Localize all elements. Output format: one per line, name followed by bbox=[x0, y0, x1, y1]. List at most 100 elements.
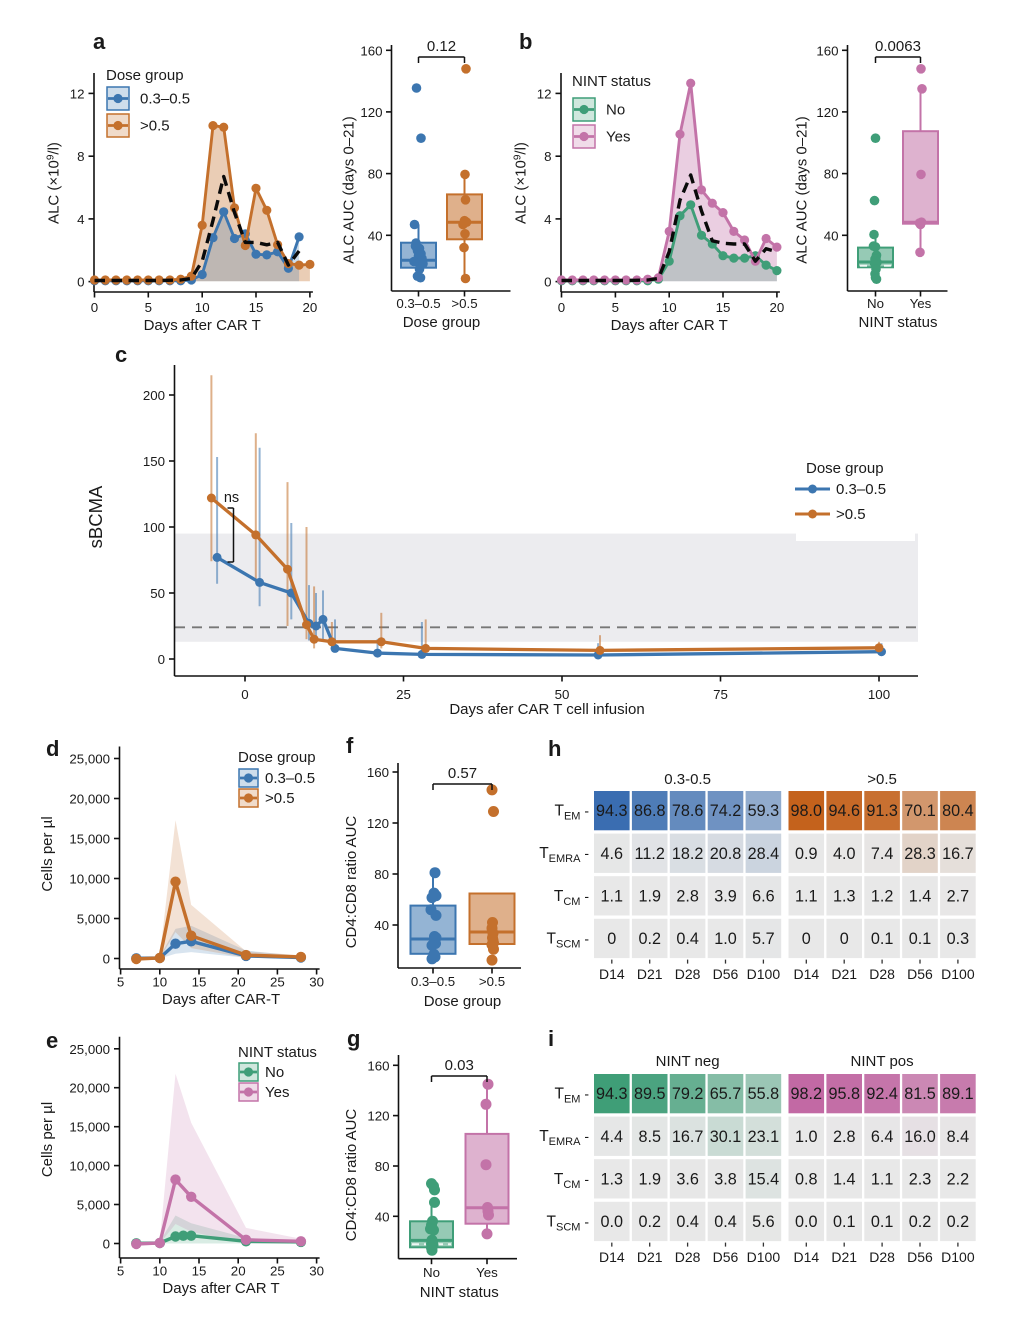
svg-text:NINT neg: NINT neg bbox=[656, 1053, 720, 1070]
svg-text:0.57: 0.57 bbox=[448, 765, 477, 782]
svg-text:2.8: 2.8 bbox=[833, 1128, 856, 1146]
svg-text:10: 10 bbox=[195, 300, 210, 315]
svg-text:0.0063: 0.0063 bbox=[875, 38, 921, 55]
svg-text:Days after CAR T: Days after CAR T bbox=[162, 1280, 279, 1297]
svg-text:15: 15 bbox=[192, 1264, 207, 1279]
svg-text:0.2: 0.2 bbox=[638, 930, 661, 948]
svg-text:0.1: 0.1 bbox=[909, 930, 932, 948]
svg-text:D100: D100 bbox=[747, 1249, 781, 1265]
svg-text:b: b bbox=[519, 29, 532, 54]
svg-text:Yes: Yes bbox=[910, 296, 932, 311]
svg-text:0.3–0.5: 0.3–0.5 bbox=[140, 91, 190, 108]
svg-text:23.1: 23.1 bbox=[748, 1128, 780, 1146]
svg-text:D14: D14 bbox=[599, 966, 625, 982]
svg-text:10: 10 bbox=[152, 975, 167, 990]
svg-text:0.9: 0.9 bbox=[795, 845, 818, 863]
svg-text:80: 80 bbox=[375, 1159, 390, 1174]
svg-text:5: 5 bbox=[117, 975, 124, 990]
svg-text:16.0: 16.0 bbox=[904, 1128, 936, 1146]
svg-text:c: c bbox=[115, 342, 127, 367]
svg-text:2.3: 2.3 bbox=[909, 1170, 932, 1188]
svg-text:5.7: 5.7 bbox=[752, 930, 775, 948]
svg-text:6.6: 6.6 bbox=[752, 887, 775, 905]
svg-text:30: 30 bbox=[309, 975, 324, 990]
svg-text:18.2: 18.2 bbox=[672, 845, 704, 863]
svg-text:0: 0 bbox=[77, 275, 84, 290]
svg-text:D28: D28 bbox=[869, 1249, 895, 1265]
svg-text:0.3: 0.3 bbox=[947, 930, 970, 948]
svg-text:1.4: 1.4 bbox=[833, 1170, 856, 1188]
svg-text:ns: ns bbox=[224, 490, 239, 506]
svg-text:0.8: 0.8 bbox=[795, 1170, 818, 1188]
svg-text:D100: D100 bbox=[747, 966, 781, 982]
svg-text:0.4: 0.4 bbox=[676, 930, 699, 948]
svg-text:30.1: 30.1 bbox=[710, 1128, 742, 1146]
svg-text:D14: D14 bbox=[599, 1249, 625, 1265]
svg-text:0.2: 0.2 bbox=[909, 1213, 932, 1231]
svg-text:0: 0 bbox=[558, 300, 565, 315]
svg-text:8: 8 bbox=[77, 149, 84, 164]
svg-text:D21: D21 bbox=[637, 1249, 663, 1265]
svg-text:TCM -: TCM - bbox=[554, 888, 589, 908]
svg-text:92.4: 92.4 bbox=[866, 1085, 898, 1103]
svg-text:4.0: 4.0 bbox=[833, 845, 856, 863]
svg-text:4: 4 bbox=[77, 212, 84, 227]
svg-text:12: 12 bbox=[70, 86, 85, 101]
svg-text:1.0: 1.0 bbox=[714, 930, 737, 948]
svg-text:94.3: 94.3 bbox=[596, 1085, 628, 1103]
svg-text:15: 15 bbox=[716, 300, 731, 315]
svg-text:>0.5: >0.5 bbox=[265, 790, 295, 807]
svg-text:0.3–0.5: 0.3–0.5 bbox=[396, 296, 440, 311]
svg-text:0: 0 bbox=[544, 275, 551, 290]
svg-text:20: 20 bbox=[231, 975, 246, 990]
svg-text:120: 120 bbox=[367, 816, 389, 831]
svg-text:30: 30 bbox=[309, 1264, 324, 1279]
svg-text:No: No bbox=[606, 102, 625, 119]
svg-text:91.3: 91.3 bbox=[866, 802, 898, 820]
svg-text:200: 200 bbox=[143, 388, 165, 403]
svg-text:f: f bbox=[346, 733, 354, 758]
svg-text:0: 0 bbox=[103, 952, 110, 967]
svg-text:TEM -: TEM - bbox=[554, 803, 589, 823]
svg-text:D56: D56 bbox=[907, 966, 933, 982]
svg-text:50: 50 bbox=[150, 586, 165, 601]
svg-text:16.7: 16.7 bbox=[672, 1128, 704, 1146]
svg-text:0: 0 bbox=[840, 930, 849, 948]
svg-text:80: 80 bbox=[374, 867, 389, 882]
svg-text:0.4: 0.4 bbox=[676, 1213, 699, 1231]
svg-text:5: 5 bbox=[612, 300, 619, 315]
svg-text:3.6: 3.6 bbox=[676, 1170, 699, 1188]
svg-text:0: 0 bbox=[607, 930, 616, 948]
svg-text:89.5: 89.5 bbox=[634, 1085, 666, 1103]
svg-text:D56: D56 bbox=[713, 1249, 739, 1265]
svg-text:79.2: 79.2 bbox=[672, 1085, 704, 1103]
svg-text:98.2: 98.2 bbox=[791, 1085, 823, 1103]
svg-text:40: 40 bbox=[824, 228, 839, 243]
svg-text:1.1: 1.1 bbox=[871, 1170, 894, 1188]
svg-text:1.1: 1.1 bbox=[601, 887, 624, 905]
svg-text:40: 40 bbox=[374, 918, 389, 933]
svg-text:7.4: 7.4 bbox=[871, 845, 894, 863]
svg-text:12: 12 bbox=[537, 86, 552, 101]
svg-text:0: 0 bbox=[103, 1237, 110, 1252]
svg-text:Days after CAR T: Days after CAR T bbox=[611, 317, 728, 334]
svg-text:D14: D14 bbox=[793, 966, 819, 982]
svg-text:10,000: 10,000 bbox=[69, 872, 110, 887]
svg-text:>0.5: >0.5 bbox=[140, 118, 170, 135]
svg-text:TCM -: TCM - bbox=[554, 1171, 589, 1191]
svg-text:D56: D56 bbox=[907, 1249, 933, 1265]
svg-text:Yes: Yes bbox=[606, 129, 630, 146]
svg-text:160: 160 bbox=[816, 43, 838, 58]
svg-text:70.1: 70.1 bbox=[904, 802, 936, 820]
svg-text:25,000: 25,000 bbox=[69, 1042, 110, 1057]
svg-text:11.2: 11.2 bbox=[635, 845, 665, 863]
svg-text:5,000: 5,000 bbox=[77, 912, 110, 927]
svg-text:25: 25 bbox=[270, 975, 285, 990]
svg-text:0.1: 0.1 bbox=[833, 1213, 856, 1231]
svg-text:0.1: 0.1 bbox=[871, 1213, 894, 1231]
svg-text:15.4: 15.4 bbox=[748, 1170, 780, 1188]
svg-text:g: g bbox=[347, 1026, 360, 1051]
svg-text:3.9: 3.9 bbox=[714, 887, 737, 905]
svg-text:6.4: 6.4 bbox=[871, 1128, 894, 1146]
svg-text:1.1: 1.1 bbox=[795, 887, 818, 905]
